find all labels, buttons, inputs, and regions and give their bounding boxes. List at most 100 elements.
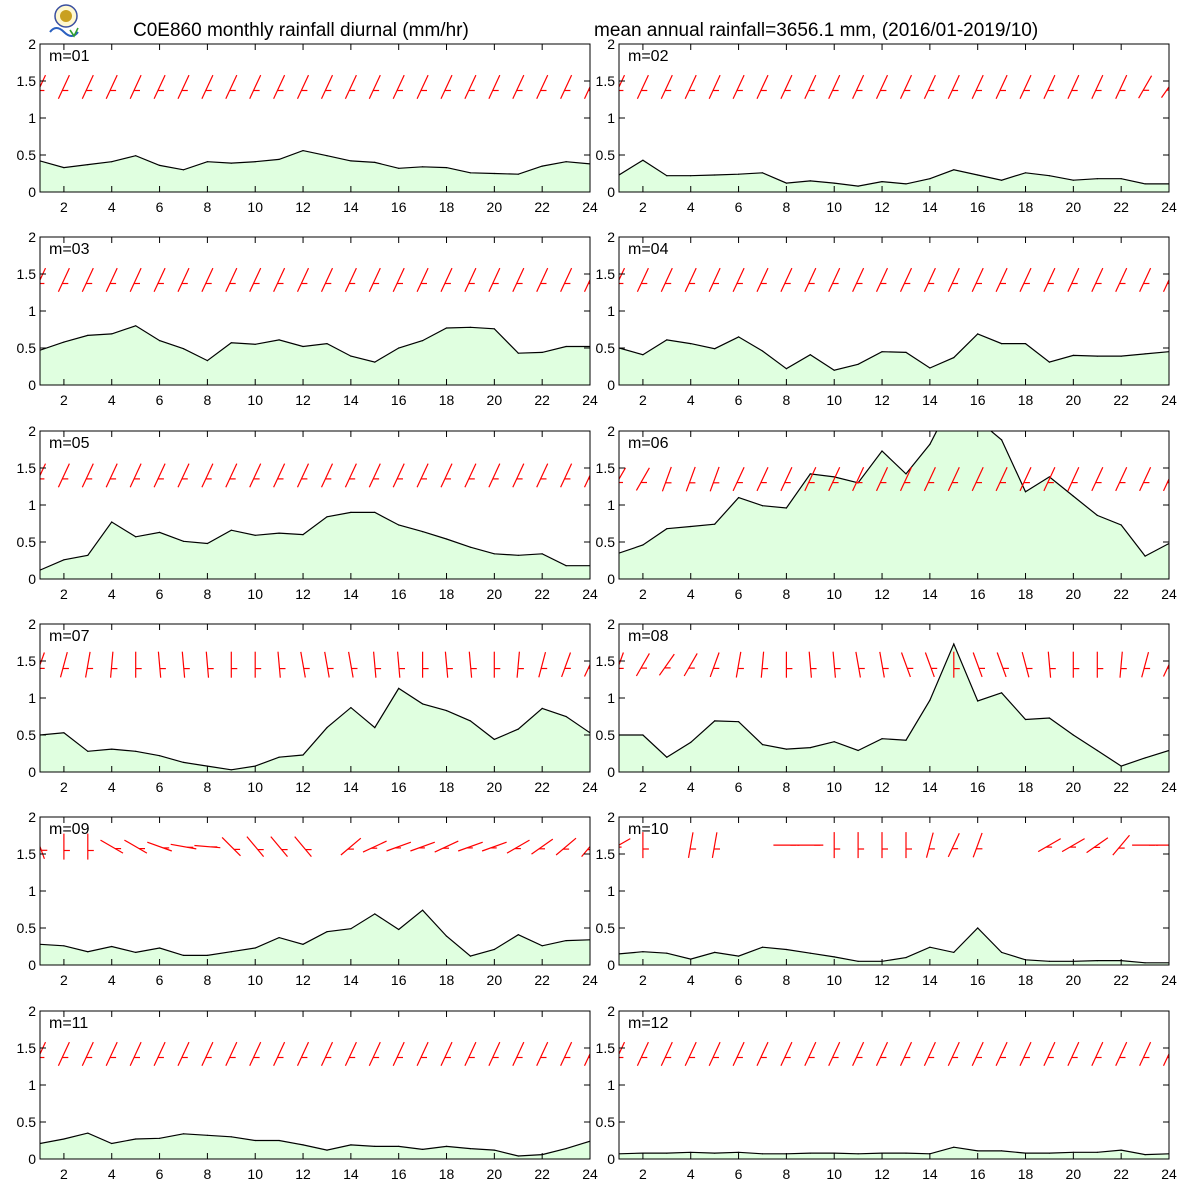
wind-barb-staff xyxy=(468,651,473,678)
wind-barb-staff xyxy=(947,1041,960,1066)
wind-barb xyxy=(583,278,590,292)
wind-barb-staff xyxy=(756,467,769,492)
data-point xyxy=(326,727,328,729)
data-point xyxy=(541,553,543,555)
y-tick-label: 1 xyxy=(607,110,615,126)
wind-barb xyxy=(129,1041,142,1066)
rainfall-area xyxy=(619,333,1169,385)
data-point xyxy=(565,1148,567,1150)
y-tick-label: 0.5 xyxy=(17,534,37,550)
wind-barb xyxy=(732,74,745,99)
wind-barb xyxy=(995,267,1008,292)
x-tick-label: 4 xyxy=(108,1166,116,1182)
data-point xyxy=(666,952,668,954)
data-point xyxy=(642,951,644,953)
data-point xyxy=(278,756,280,758)
wind-barb xyxy=(40,844,48,860)
data-point xyxy=(905,1152,907,1154)
data-point xyxy=(422,166,424,168)
data-point xyxy=(469,1148,471,1150)
data-point xyxy=(761,172,764,174)
x-tick-label: 4 xyxy=(687,586,695,602)
y-tick-label: 0.5 xyxy=(596,147,616,163)
wind-barb-staff xyxy=(270,836,288,857)
x-tick-label: 12 xyxy=(874,1166,890,1182)
data-point xyxy=(326,343,328,345)
data-point xyxy=(905,473,907,475)
wind-barb xyxy=(972,652,985,678)
data-point xyxy=(302,150,304,152)
wind-barb xyxy=(1047,651,1056,678)
wind-barb-staff xyxy=(732,267,745,292)
wind-barb-staff xyxy=(273,74,286,99)
x-tick-label: 10 xyxy=(826,972,842,988)
x-tick-label: 2 xyxy=(60,1166,68,1182)
wind-barb xyxy=(1019,467,1032,492)
wind-barb-staff xyxy=(457,841,483,852)
x-tick-label: 20 xyxy=(487,1166,503,1182)
data-point xyxy=(833,182,835,184)
wind-barb-staff xyxy=(1043,1041,1056,1066)
wind-barb-staff xyxy=(153,1041,166,1066)
x-tick-label: 18 xyxy=(439,199,455,215)
wind-barb-staff xyxy=(1061,838,1085,853)
wind-barb-staff xyxy=(619,652,624,667)
rainfall-line xyxy=(40,687,590,771)
wind-barb-staff xyxy=(1162,1052,1169,1066)
data-point xyxy=(206,954,208,957)
lab-logo-icon xyxy=(49,4,79,38)
data-point xyxy=(254,534,256,536)
wind-barb-staff xyxy=(392,267,405,292)
wind-barb-staff xyxy=(440,463,453,488)
x-tick-label: 24 xyxy=(582,392,598,408)
wind-barb xyxy=(1043,74,1056,99)
y-tick-label: 1.5 xyxy=(17,653,37,669)
wind-barb xyxy=(635,467,650,491)
x-tick-label: 14 xyxy=(343,779,359,795)
wind-barb xyxy=(488,267,501,292)
panel-month-label: m=02 xyxy=(628,48,669,65)
data-point xyxy=(738,497,740,499)
data-point xyxy=(111,748,113,750)
wind-barb xyxy=(1037,838,1062,853)
wind-barb xyxy=(177,463,190,488)
wind-barb xyxy=(852,74,865,99)
x-tick-label: 24 xyxy=(582,1166,598,1182)
wind-barb xyxy=(457,841,483,852)
rainfall-line xyxy=(619,159,1169,187)
wind-barb xyxy=(129,74,142,99)
wind-barb xyxy=(1019,1041,1032,1066)
wind-barb-staff xyxy=(105,463,118,488)
wind-barb xyxy=(57,267,70,292)
x-tick-label: 10 xyxy=(247,779,263,795)
data-point xyxy=(1144,757,1146,759)
data-point xyxy=(738,955,740,957)
wind-barb-staff xyxy=(249,1041,262,1066)
wind-barb-staff xyxy=(294,836,312,857)
y-tick-label: 0 xyxy=(607,571,615,587)
panel-month-label: m=04 xyxy=(628,241,669,258)
data-point xyxy=(1144,555,1146,557)
data-point xyxy=(87,951,89,953)
x-tick-label: 8 xyxy=(782,199,790,215)
wind-barb xyxy=(972,832,983,858)
wind-barb-staff xyxy=(488,74,501,99)
data-point xyxy=(1048,1152,1050,1154)
data-point xyxy=(977,700,979,702)
data-point xyxy=(953,357,955,359)
wind-barb-staff xyxy=(177,1041,190,1066)
wind-barb xyxy=(368,463,381,488)
wind-barb xyxy=(780,467,793,492)
y-tick-label: 0 xyxy=(607,377,615,393)
wind-barb xyxy=(923,74,936,99)
data-point xyxy=(1144,962,1146,964)
data-point xyxy=(953,1146,955,1148)
data-point xyxy=(857,1153,859,1155)
wind-barb xyxy=(1043,1041,1056,1066)
wind-barb-staff xyxy=(852,74,865,99)
data-point xyxy=(182,1133,185,1135)
wind-barb-staff xyxy=(320,267,334,292)
wind-barb xyxy=(828,74,841,99)
data-point xyxy=(977,174,979,176)
rainfall-line xyxy=(40,1132,590,1157)
